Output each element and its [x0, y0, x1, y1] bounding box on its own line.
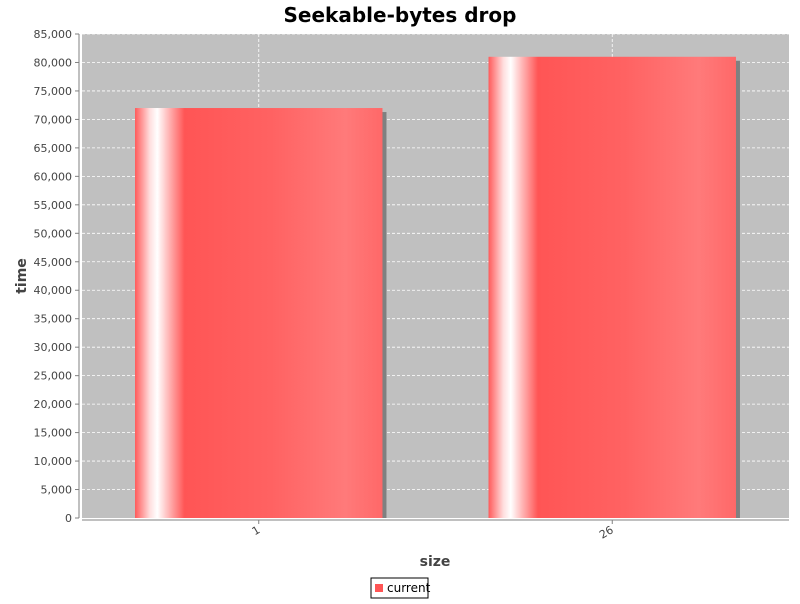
y-tick-label: 85,000: [34, 28, 73, 41]
chart-title: Seekable-bytes drop: [284, 3, 517, 27]
y-tick-label: 15,000: [34, 427, 73, 440]
y-tick-label: 30,000: [34, 341, 73, 354]
y-tick-label: 75,000: [34, 85, 73, 98]
legend-label: current: [387, 581, 431, 595]
y-tick-label: 20,000: [34, 398, 73, 411]
y-tick-label: 0: [65, 512, 72, 525]
y-tick-label: 60,000: [34, 170, 73, 183]
y-axis-ticks: 0 5,000 10,000 15,000 20,000 25,000 30,000 35,0…: [34, 28, 79, 525]
x-tick-label: 1: [250, 523, 263, 538]
legend-swatch: [375, 584, 383, 592]
x-axis-ticks: 1 26: [250, 520, 616, 542]
y-tick-label: 50,000: [34, 227, 73, 240]
bar: [488, 56, 736, 519]
x-axis-label: size: [420, 554, 451, 570]
y-tick-label: 55,000: [34, 199, 73, 212]
y-axis-label: time: [14, 258, 30, 294]
y-tick-label: 35,000: [34, 313, 73, 326]
legend-box: [370, 577, 429, 599]
y-tick-label: 45,000: [34, 256, 73, 269]
y-tick-label: 65,000: [34, 142, 73, 155]
y-tick-label: 70,000: [34, 113, 73, 126]
legend: current: [370, 577, 431, 599]
x-tick-label: 26: [597, 523, 616, 541]
bar: [135, 108, 383, 518]
y-tick-label: 80,000: [34, 56, 73, 69]
y-tick-label: 10,000: [34, 455, 73, 468]
y-tick-label: 40,000: [34, 284, 73, 297]
bar-series: [135, 56, 740, 519]
y-tick-label: 5,000: [41, 484, 73, 497]
y-tick-label: 25,000: [34, 370, 73, 383]
